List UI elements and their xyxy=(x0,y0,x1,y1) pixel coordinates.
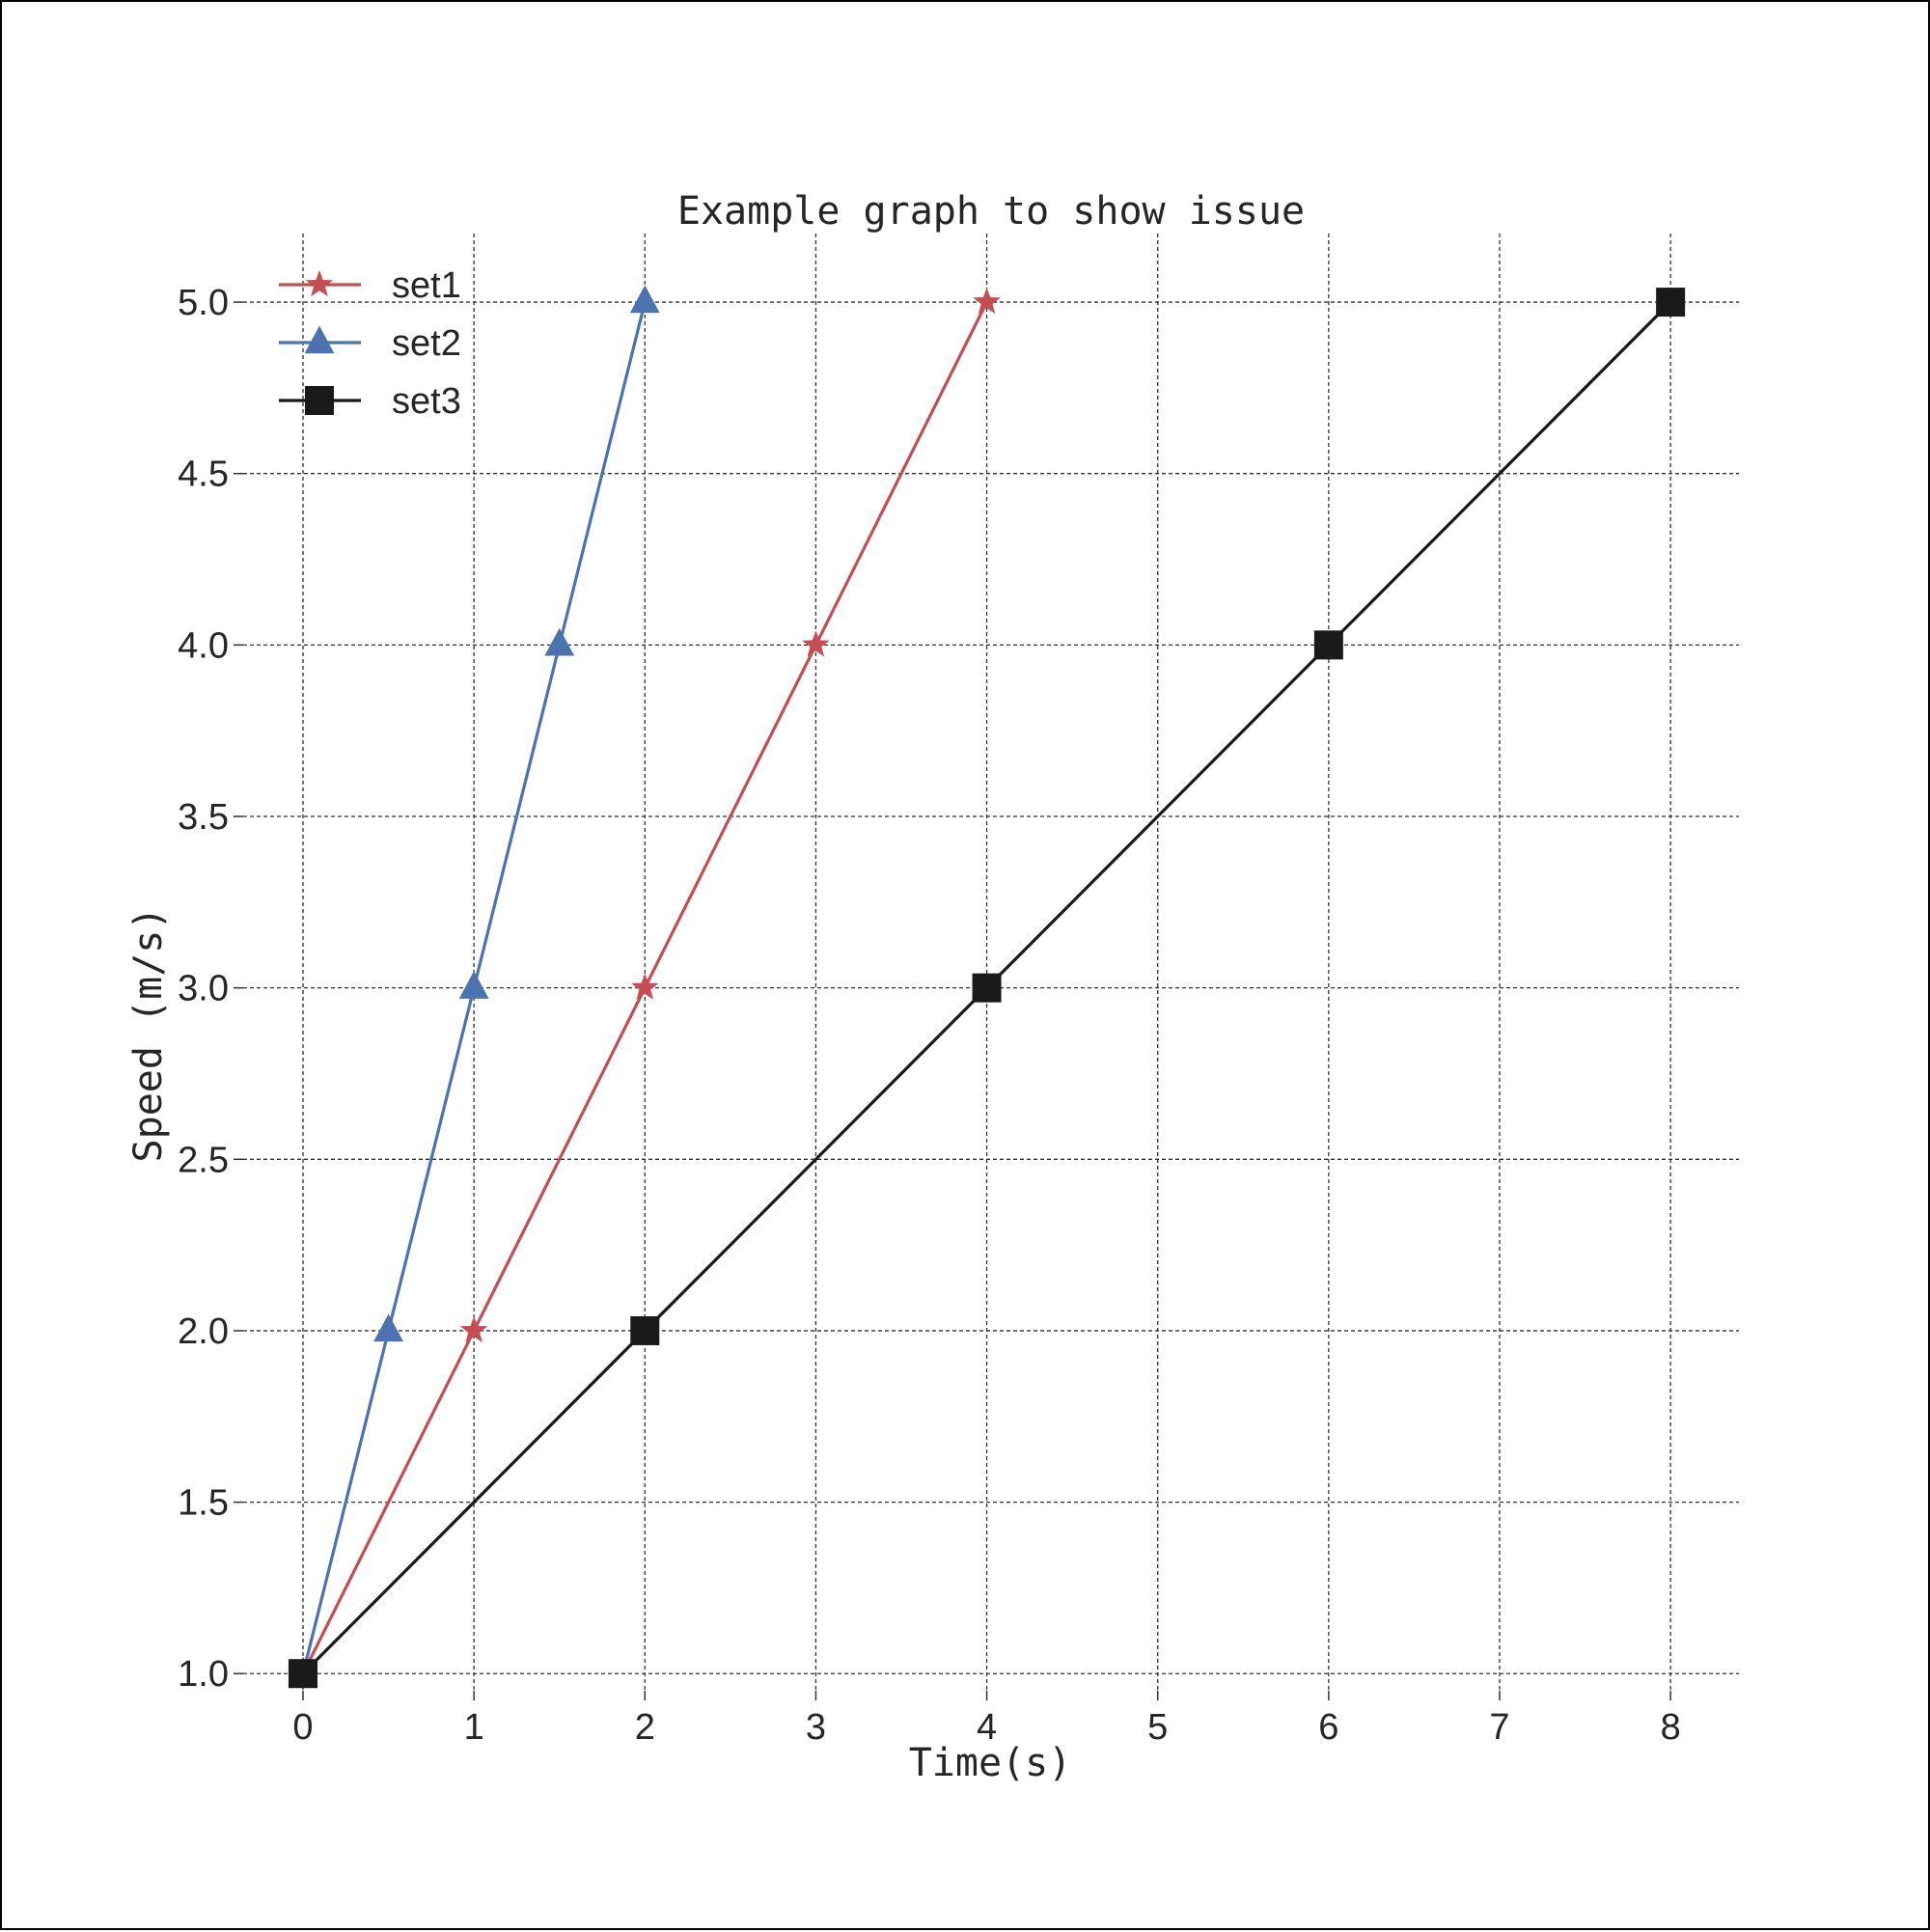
data-point-set1 xyxy=(802,630,830,657)
data-point-set2 xyxy=(373,1313,403,1342)
y-tick-label: 2.5 xyxy=(178,1140,229,1180)
y-axis-label: Speed (m/s) xyxy=(126,907,171,1163)
legend-marker-set2 xyxy=(304,325,335,354)
y-tick-label: 3.0 xyxy=(178,969,229,1009)
y-tick-label: 4.0 xyxy=(178,625,229,666)
data-point-set3 xyxy=(1656,288,1686,317)
x-tick-label: 7 xyxy=(1489,1707,1509,1748)
x-tick-label: 6 xyxy=(1318,1707,1338,1748)
x-axis-label: Time(s) xyxy=(909,1741,1072,1785)
legend-label-set3: set3 xyxy=(392,381,461,422)
grid xyxy=(243,234,1739,1691)
data-point-set3 xyxy=(972,973,1002,1003)
legend: set1 set2 set3 xyxy=(279,265,461,422)
legend-marker-set3 xyxy=(305,386,334,415)
y-tick-label: 4.5 xyxy=(178,455,229,495)
y-tick-label: 1.0 xyxy=(178,1654,229,1695)
data-point-set3 xyxy=(1313,630,1343,660)
y-tick-label: 5.0 xyxy=(178,283,229,323)
y-tick-label: 3.5 xyxy=(178,797,229,838)
data-point-set2 xyxy=(544,627,575,656)
x-tick-label: 5 xyxy=(1147,1707,1168,1748)
x-tick-label: 3 xyxy=(806,1707,826,1748)
legend-label-set2: set2 xyxy=(392,323,461,364)
data-point-set2 xyxy=(629,285,660,314)
x-tick-label: 8 xyxy=(1661,1707,1681,1748)
axis-ticks: 0 1 2 3 4 5 6 7 8 1.0 1.5 2.0 2.5 3.0 3.5 4.0 4.5 5.0 xyxy=(178,283,1681,1748)
y-tick-label: 1.5 xyxy=(178,1483,229,1524)
legend-label-set1: set1 xyxy=(392,265,461,306)
x-tick-label: 4 xyxy=(977,1707,997,1748)
data-point-set2 xyxy=(458,971,489,999)
x-tick-label: 2 xyxy=(635,1707,655,1748)
data-point-set3 xyxy=(630,1315,660,1345)
x-tick-label: 0 xyxy=(292,1707,313,1748)
legend-marker-set1 xyxy=(305,270,334,297)
data-point-set3 xyxy=(289,1659,317,1689)
y-tick-label: 2.0 xyxy=(178,1311,229,1352)
data-point-set1 xyxy=(631,973,659,1000)
x-tick-label: 1 xyxy=(464,1707,484,1748)
series-markers xyxy=(288,285,1686,1689)
chart-title: Example graph to show issue xyxy=(677,189,1305,234)
data-point-set1 xyxy=(973,288,1001,315)
data-point-set1 xyxy=(459,1315,488,1343)
